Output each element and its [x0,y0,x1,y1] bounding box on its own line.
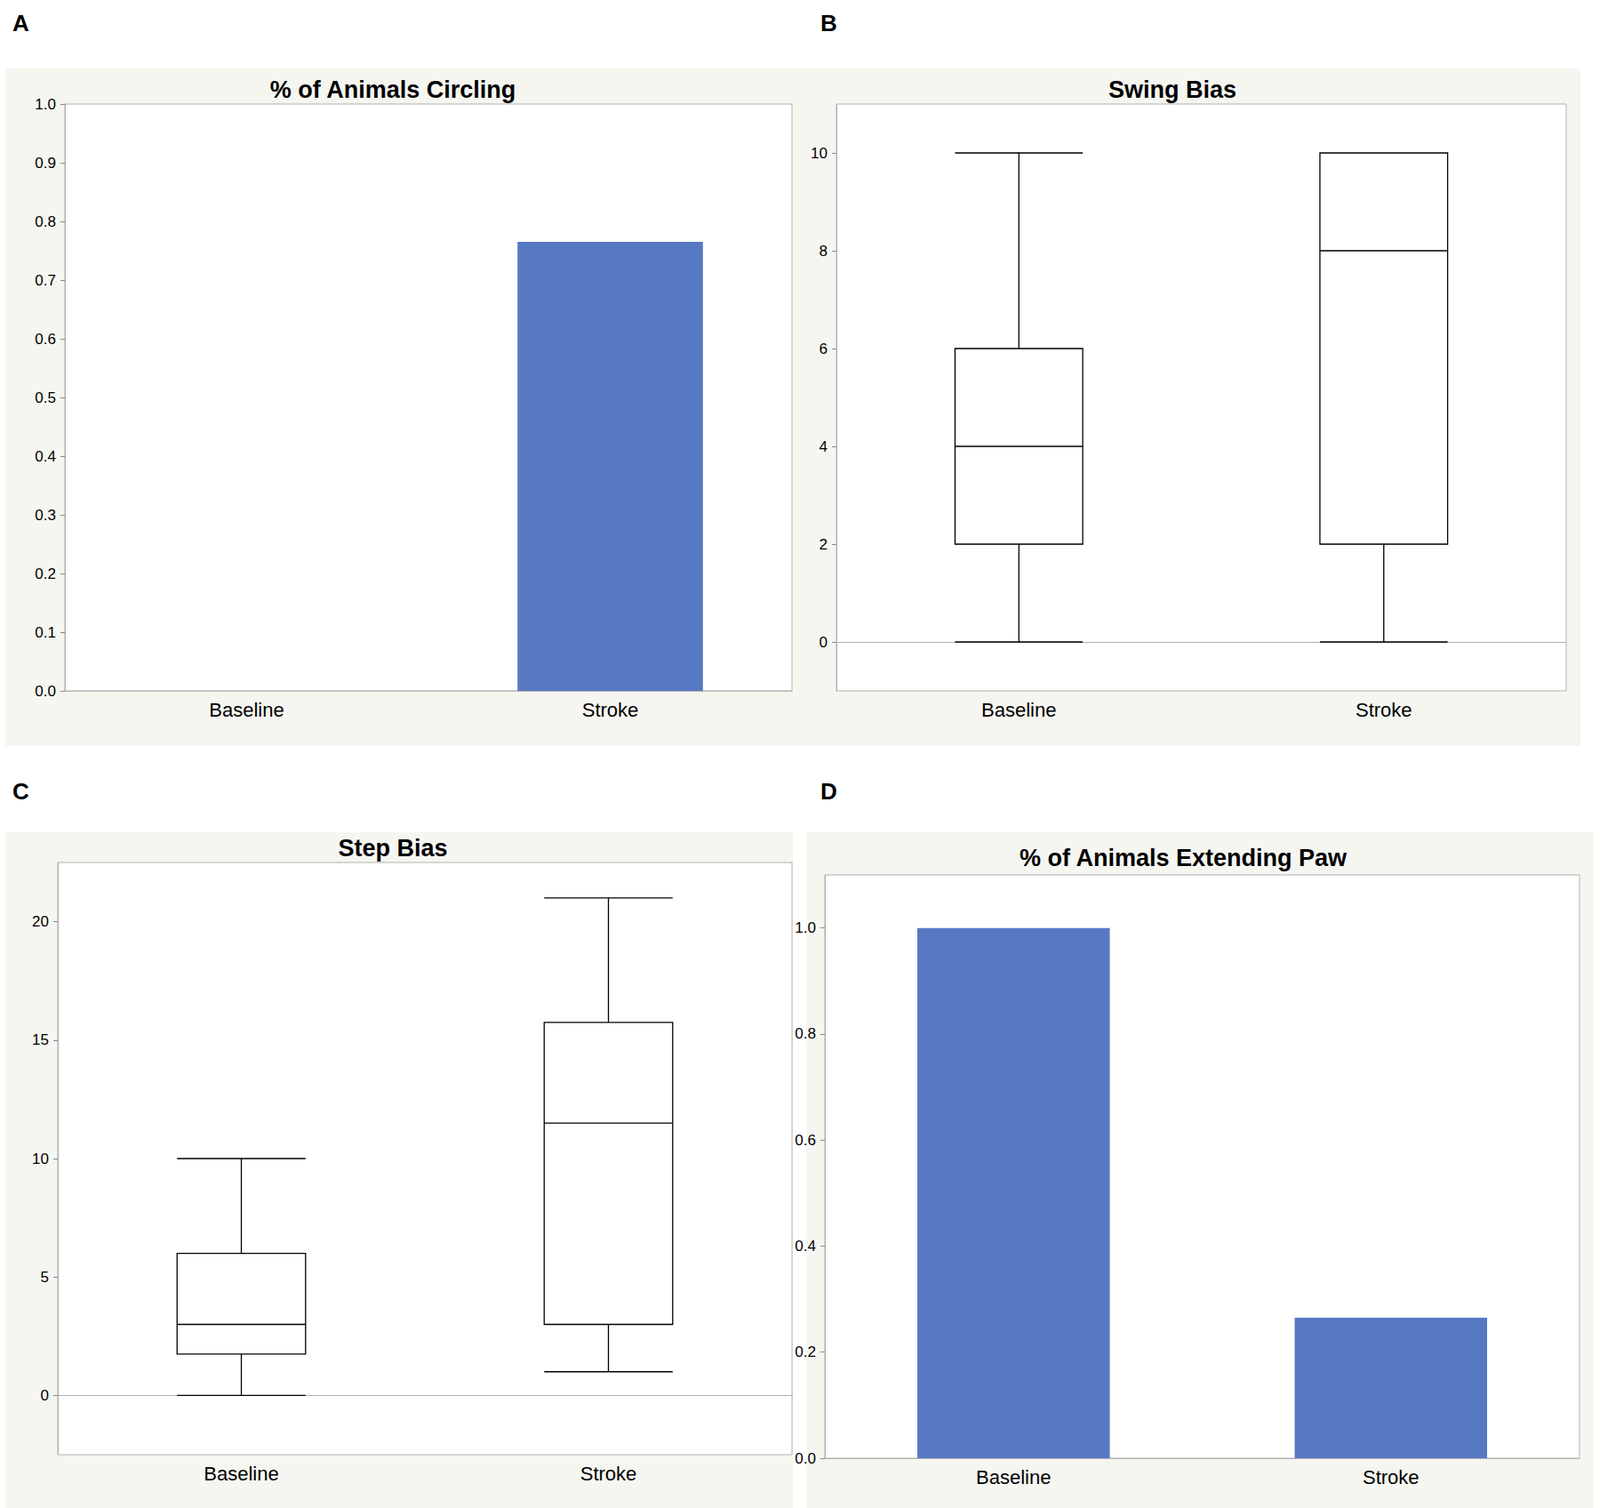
svg-text:4: 4 [819,438,828,456]
svg-text:0.7: 0.7 [34,272,56,289]
svg-text:Baseline: Baseline [976,1465,1051,1488]
svg-text:15: 15 [32,1031,49,1048]
svg-text:10: 10 [810,144,828,162]
svg-text:Stroke: Stroke [1355,698,1413,721]
svg-text:0: 0 [819,633,828,651]
svg-text:0.4: 0.4 [794,1237,816,1255]
svg-text:0.8: 0.8 [34,213,56,231]
svg-text:0.8: 0.8 [794,1024,816,1042]
svg-text:C: C [12,777,30,805]
svg-text:0.9: 0.9 [34,154,56,172]
svg-text:Stroke: Stroke [1362,1465,1420,1488]
svg-text:0.2: 0.2 [794,1343,816,1360]
svg-text:Swing Bias: Swing Bias [1108,76,1237,104]
svg-text:0.5: 0.5 [34,389,56,407]
svg-text:A: A [12,9,30,37]
svg-text:% of Animals Extending Paw: % of Animals Extending Paw [1019,844,1348,872]
svg-text:Stroke: Stroke [580,1462,638,1485]
svg-text:2: 2 [819,536,828,553]
svg-text:B: B [820,9,838,37]
svg-text:0: 0 [40,1386,49,1404]
svg-text:Baseline: Baseline [208,698,284,721]
svg-text:0.0: 0.0 [34,682,56,700]
svg-text:D: D [820,777,838,805]
svg-text:Step Bias: Step Bias [337,834,448,862]
svg-text:% of Animals Circling: % of Animals Circling [270,76,517,104]
svg-text:20: 20 [32,912,49,930]
svg-text:0.6: 0.6 [794,1131,816,1149]
svg-text:5: 5 [40,1268,49,1286]
svg-text:0.2: 0.2 [34,565,56,583]
svg-text:1.0: 1.0 [34,96,56,113]
svg-text:0.6: 0.6 [34,330,56,348]
svg-text:0.3: 0.3 [34,506,56,524]
svg-text:0.4: 0.4 [34,448,56,465]
svg-text:6: 6 [819,340,828,358]
svg-text:Baseline: Baseline [981,698,1056,721]
svg-text:1.0: 1.0 [794,919,816,936]
svg-text:0.0: 0.0 [794,1449,816,1467]
svg-text:0.1: 0.1 [34,624,56,641]
svg-text:Stroke: Stroke [582,698,640,721]
svg-text:Baseline: Baseline [203,1462,279,1485]
svg-text:10: 10 [32,1150,49,1168]
svg-text:8: 8 [819,242,828,260]
